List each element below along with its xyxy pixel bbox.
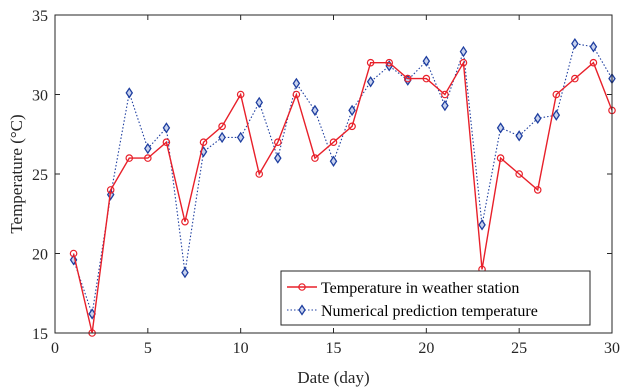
y-tick-label: 20 bbox=[32, 247, 48, 264]
data-point-station bbox=[162, 138, 171, 147]
data-point-station bbox=[106, 186, 115, 194]
series-line-station bbox=[72, 60, 613, 334]
data-point-prediction bbox=[292, 77, 301, 90]
x-tick-label: 15 bbox=[326, 340, 342, 357]
data-point-station bbox=[571, 74, 579, 83]
plot-frame bbox=[54, 14, 613, 334]
legend-label-prediction: Numerical prediction temperature bbox=[321, 303, 538, 320]
data-point-prediction bbox=[311, 104, 319, 117]
data-point-prediction bbox=[589, 41, 598, 53]
data-point-prediction bbox=[366, 76, 375, 88]
data-point-prediction bbox=[329, 155, 338, 167]
data-point-prediction bbox=[218, 131, 226, 144]
data-point-prediction bbox=[533, 112, 542, 125]
data-point-station bbox=[69, 249, 78, 258]
data-point-station bbox=[552, 90, 561, 99]
data-point-station bbox=[255, 170, 264, 178]
data-point-station bbox=[311, 154, 319, 162]
data-point-prediction bbox=[144, 142, 152, 155]
data-point-station bbox=[199, 138, 208, 147]
data-point-station bbox=[441, 90, 449, 99]
data-point-prediction bbox=[478, 219, 486, 231]
data-point-prediction bbox=[162, 122, 171, 134]
data-point-station bbox=[459, 58, 468, 67]
data-point-station bbox=[236, 90, 245, 99]
data-point-prediction bbox=[459, 45, 468, 58]
x-tick-label: 5 bbox=[144, 340, 152, 357]
data-point-prediction bbox=[69, 254, 78, 266]
legend-marker bbox=[298, 304, 306, 316]
ticks-layer: 0 5 10 15 20 25 30 15 20 25 30 35 bbox=[32, 8, 620, 357]
data-point-prediction bbox=[125, 87, 134, 99]
x-axis-label: Date (day) bbox=[297, 368, 369, 387]
data-point-prediction bbox=[181, 266, 189, 279]
data-point-station bbox=[515, 170, 523, 178]
y-tick-label: 25 bbox=[32, 167, 48, 184]
x-tick-label: 30 bbox=[604, 340, 620, 357]
y-axis-label: Temperature (°C) bbox=[7, 114, 26, 233]
legend-marker bbox=[298, 283, 306, 291]
data-point-prediction bbox=[515, 130, 523, 142]
x-tick-label: 10 bbox=[233, 340, 249, 357]
data-point-station bbox=[218, 122, 226, 131]
x-tick-label: 0 bbox=[51, 340, 59, 357]
data-point-prediction bbox=[552, 109, 561, 121]
data-point-station bbox=[348, 122, 356, 131]
data-point-station bbox=[329, 138, 338, 147]
data-point-prediction bbox=[274, 152, 282, 164]
data-point-station bbox=[533, 186, 542, 194]
data-point-prediction bbox=[255, 96, 264, 109]
data-point-prediction bbox=[441, 99, 449, 112]
y-tick-label: 30 bbox=[32, 88, 48, 105]
data-point-station bbox=[125, 154, 134, 162]
data-point-station bbox=[292, 90, 301, 99]
legend: Temperature in weather station Numerical… bbox=[280, 270, 591, 326]
data-point-station bbox=[273, 138, 282, 147]
y-tick-label: 15 bbox=[32, 326, 48, 343]
legend-box bbox=[280, 270, 591, 326]
data-point-station bbox=[403, 74, 412, 83]
data-point-station bbox=[589, 58, 598, 67]
data-point-prediction bbox=[236, 131, 245, 144]
data-point-prediction bbox=[348, 104, 356, 117]
x-tick-label: 20 bbox=[418, 340, 434, 357]
data-point-station bbox=[181, 217, 189, 226]
series-line-prediction bbox=[73, 42, 613, 315]
y-tick-label: 35 bbox=[32, 8, 48, 25]
x-tick-label: 25 bbox=[511, 340, 527, 357]
data-point-station bbox=[496, 154, 505, 162]
data-point-prediction bbox=[571, 37, 579, 50]
data-point-station bbox=[366, 58, 375, 67]
data-point-prediction bbox=[496, 122, 505, 134]
legend-entry-station: Temperature in weather station bbox=[287, 280, 519, 297]
legend-label-station: Temperature in weather station bbox=[321, 280, 519, 297]
data-point-prediction bbox=[422, 55, 431, 67]
data-point-station bbox=[422, 74, 431, 83]
legend-entry-prediction: Numerical prediction temperature bbox=[287, 303, 538, 320]
series-layer bbox=[69, 37, 616, 337]
data-point-station bbox=[144, 154, 152, 162]
data-point-station bbox=[385, 58, 394, 67]
